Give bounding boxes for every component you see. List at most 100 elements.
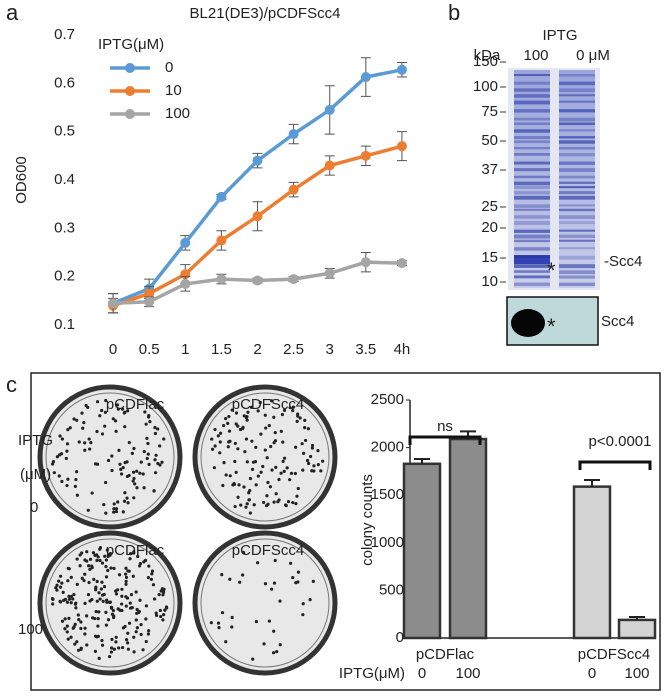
blot-band [511, 309, 545, 337]
point [396, 141, 407, 152]
gel-band [514, 140, 550, 144]
colony [152, 489, 156, 493]
colony [161, 593, 165, 597]
colony [65, 624, 69, 628]
legend-label: 10 [165, 82, 182, 99]
colony [85, 550, 89, 554]
colony [233, 459, 237, 464]
colony [158, 444, 162, 448]
colony [272, 500, 276, 504]
plate [192, 384, 338, 530]
group-label: pCDFScc4 [578, 646, 651, 663]
colony [242, 414, 246, 418]
colony [216, 434, 220, 438]
gel-band [559, 221, 595, 225]
colony [58, 599, 62, 603]
colony [135, 626, 139, 630]
colony [112, 647, 116, 651]
colony [316, 449, 320, 453]
group-label: pCDFlac [416, 646, 475, 663]
colony [105, 548, 109, 552]
point [360, 257, 371, 268]
colony [272, 629, 276, 633]
colony [301, 468, 305, 472]
colony [218, 451, 222, 455]
colony [153, 425, 157, 430]
point [288, 184, 299, 195]
colony [95, 599, 99, 603]
gel-band [514, 153, 550, 156]
colony [221, 483, 225, 488]
colony [226, 421, 230, 425]
colony [116, 500, 120, 504]
colony [147, 629, 151, 633]
colony [124, 582, 128, 586]
colony [321, 459, 325, 463]
x-tick-label: 2 [253, 341, 261, 358]
colony [92, 577, 96, 581]
colony [230, 408, 234, 412]
colony [109, 566, 113, 570]
gel-band [514, 191, 550, 195]
colony [61, 590, 65, 595]
gel-band [559, 239, 595, 242]
colony [301, 613, 305, 617]
point [216, 274, 227, 285]
colony [104, 398, 108, 403]
colony [110, 646, 114, 650]
colony [277, 477, 281, 482]
row-unit: (μM) [20, 466, 51, 483]
colony [209, 621, 213, 625]
colony [75, 640, 79, 644]
y-tick-label: 2500 [371, 391, 404, 408]
colony [134, 618, 138, 622]
y-tick-label: 0.2 [54, 268, 75, 285]
colony [82, 420, 86, 425]
colony [104, 558, 108, 562]
colony [310, 446, 314, 450]
colony [66, 477, 70, 481]
gel-band [559, 234, 595, 238]
gel-band [559, 215, 595, 219]
colony [113, 419, 118, 423]
gel-band [559, 117, 595, 122]
colony [90, 564, 94, 568]
colony [245, 502, 249, 506]
colony [66, 428, 70, 432]
colony [303, 418, 307, 422]
colony [83, 626, 87, 630]
colony [60, 437, 64, 441]
colony [122, 499, 127, 503]
colony [316, 463, 320, 467]
colony [135, 469, 139, 473]
colony [94, 609, 98, 614]
colony [234, 411, 239, 415]
colony [66, 637, 70, 641]
colony [256, 409, 260, 413]
colony [117, 573, 122, 577]
colony [248, 511, 253, 515]
colony [288, 406, 292, 410]
gel-band [514, 168, 550, 172]
colony [280, 412, 285, 417]
gel-band [559, 94, 595, 97]
point [288, 274, 299, 285]
colony [100, 408, 104, 413]
colony [114, 592, 119, 596]
colony [103, 554, 107, 558]
colony [303, 426, 307, 430]
colony [294, 502, 298, 506]
gel-band [559, 229, 595, 232]
colony [132, 476, 136, 481]
panel-label: c [6, 372, 17, 397]
colony [275, 649, 279, 654]
plate-label: pCDFlac [106, 396, 165, 413]
legend-title: IPTG(μM) [98, 36, 164, 53]
y-tick-label: 0.7 [54, 26, 75, 43]
point [180, 237, 191, 248]
gel-band [514, 264, 550, 268]
colony [230, 625, 234, 629]
gel-header: IPTG [542, 27, 577, 44]
point [360, 150, 371, 161]
panel-label: a [6, 0, 19, 25]
